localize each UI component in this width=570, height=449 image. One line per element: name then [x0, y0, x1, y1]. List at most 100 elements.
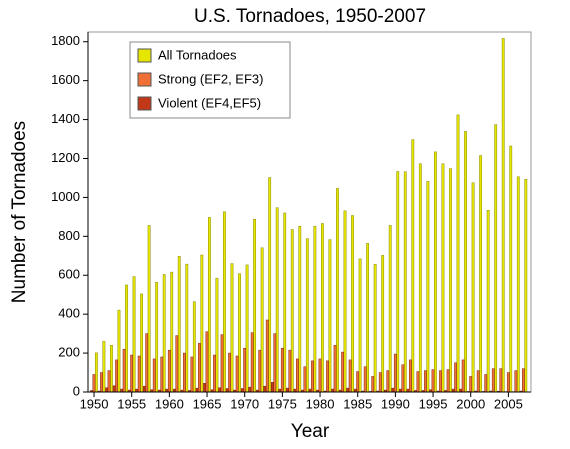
bar: [177, 256, 181, 393]
bar: [486, 209, 490, 393]
bar: [298, 225, 302, 393]
bar: [464, 131, 467, 393]
bar: [175, 335, 179, 393]
x-tick-label: 1950: [80, 396, 109, 411]
bar: [160, 356, 164, 393]
bar: [320, 223, 324, 393]
x-tick-label: 1960: [155, 396, 184, 411]
bar: [243, 347, 247, 393]
bar: [230, 263, 234, 393]
bar: [371, 376, 375, 393]
x-tick-label: 1985: [343, 396, 372, 411]
bar: [494, 124, 498, 393]
bar: [245, 264, 249, 393]
x-tick-label: 1965: [193, 396, 222, 411]
bar: [393, 353, 397, 393]
bar: [391, 387, 395, 393]
bar: [326, 360, 329, 393]
legend-label: Strong (EF2, EF3): [158, 71, 263, 86]
bar: [333, 345, 337, 393]
bar: [396, 171, 400, 393]
bar: [509, 145, 513, 393]
bar: [137, 355, 141, 393]
bar: [434, 151, 437, 393]
bar: [185, 263, 189, 393]
bar: [110, 345, 113, 393]
y-tick-label: 1600: [51, 72, 80, 87]
bar: [280, 347, 284, 393]
legend-swatch: [137, 96, 152, 111]
bar: [318, 358, 322, 393]
bar: [263, 385, 267, 393]
bar: [145, 333, 149, 393]
bar: [386, 370, 390, 393]
bar: [403, 171, 407, 393]
bar: [356, 371, 360, 393]
bar: [295, 358, 299, 393]
bar: [501, 38, 505, 393]
x-tick-label: 1970: [230, 396, 259, 411]
x-tick-label: 2005: [494, 396, 523, 411]
bar: [341, 351, 344, 393]
bar: [220, 334, 224, 393]
bar: [125, 284, 128, 393]
bar: [253, 218, 256, 393]
bar: [366, 243, 370, 393]
bar: [381, 255, 385, 393]
chart-title: U.S. Tornadoes, 1950-2007: [194, 6, 426, 27]
bar: [388, 225, 392, 393]
bar: [152, 358, 156, 393]
bar: [348, 359, 352, 393]
bar: [418, 163, 422, 393]
bar: [479, 155, 483, 393]
x-tick-label: 1955: [117, 396, 146, 411]
x-tick-label: 1995: [419, 396, 448, 411]
bar: [469, 376, 473, 393]
bar: [288, 349, 292, 393]
bar: [449, 168, 452, 393]
bar: [283, 212, 287, 393]
x-tick-label: 1980: [306, 396, 335, 411]
bar: [471, 182, 475, 393]
bar: [411, 139, 415, 393]
bar: [213, 354, 216, 393]
bar: [238, 273, 241, 393]
bar: [416, 371, 420, 393]
bar: [424, 370, 427, 393]
bar: [223, 211, 226, 393]
bar: [200, 254, 204, 393]
y-tick-label: 1400: [51, 111, 80, 126]
bar: [522, 368, 525, 393]
bar: [94, 352, 98, 393]
bar: [401, 364, 405, 393]
bar: [343, 210, 347, 393]
bar: [235, 355, 239, 393]
legend: [129, 41, 291, 119]
bar: [484, 374, 488, 393]
bar: [107, 370, 111, 393]
y-tick-label: 1800: [51, 33, 80, 48]
bar: [275, 207, 279, 393]
bar: [524, 179, 528, 393]
bar: [456, 114, 460, 393]
bar: [147, 225, 151, 393]
y-tick-label: 1000: [51, 189, 80, 204]
bar: [142, 385, 146, 393]
bar: [514, 370, 518, 393]
bar: [373, 264, 377, 393]
bar: [346, 387, 350, 393]
bar: [290, 229, 294, 393]
bar: [516, 176, 520, 393]
bar: [205, 331, 209, 393]
bar: [102, 341, 106, 393]
bar: [426, 181, 430, 393]
legend-swatch: [137, 72, 152, 87]
y-tick-label: 400: [58, 306, 80, 321]
bar: [461, 359, 465, 393]
bar: [155, 281, 159, 393]
x-tick-label: 2000: [456, 396, 485, 411]
legend-swatch: [137, 48, 152, 63]
bar: [140, 293, 143, 393]
bar: [105, 387, 109, 393]
bar: [190, 356, 194, 393]
